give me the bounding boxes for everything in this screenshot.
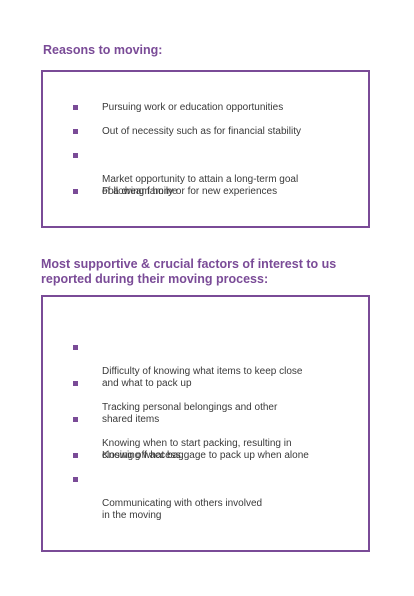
section-heading-factors-line1: Most supportive & crucial factors of int… (41, 257, 337, 271)
list-item: Communicating with others involved in th… (73, 474, 352, 522)
section-heading-factors-line2: reported during their moving process: (41, 272, 269, 286)
factors-box: Difficulty of knowing what items to keep… (41, 295, 370, 552)
square-bullet-icon (73, 189, 78, 194)
list-item: Tracking personal belongings and other s… (73, 378, 352, 426)
square-bullet-icon (73, 381, 78, 386)
list-item-text: Pursuing work or education opportunities (102, 102, 284, 113)
list-item-text: Market opportunity to attain a long-term… (102, 174, 299, 197)
list-item-text: Following family or for new experiences (102, 186, 278, 197)
square-bullet-icon (73, 477, 78, 482)
list-item: Knowing what baggage to pack up when alo… (73, 450, 352, 462)
square-bullet-icon (73, 153, 78, 158)
list-item: Following family or for new experiences (73, 186, 352, 198)
square-bullet-icon (73, 345, 78, 350)
list-item-text: Communicating with others involved in th… (102, 498, 263, 521)
square-bullet-icon (73, 105, 78, 110)
list-item: Pursuing work or education opportunities (73, 102, 352, 114)
list-item-text: Tracking personal belongings and other s… (102, 402, 278, 425)
square-bullet-icon (73, 453, 78, 458)
list-item-text: Out of necessity such as for financial s… (102, 126, 301, 137)
list-item-text: Knowing what baggage to pack up when alo… (102, 450, 309, 461)
list-item: Out of necessity such as for financial s… (73, 126, 352, 138)
list-item: Knowing when to start packing, resulting… (73, 414, 352, 462)
reasons-box: Pursuing work or education opportunities… (41, 70, 370, 228)
list-item: Market opportunity to attain a long-term… (73, 150, 352, 198)
list-item-text: Knowing when to start packing, resulting… (102, 438, 292, 461)
list-item: Difficulty of knowing what items to keep… (73, 342, 352, 390)
list-item-text: Difficulty of knowing what items to keep… (102, 366, 303, 389)
square-bullet-icon (73, 129, 78, 134)
square-bullet-icon (73, 417, 78, 422)
section-heading-reasons: Reasons to moving: (43, 43, 163, 57)
